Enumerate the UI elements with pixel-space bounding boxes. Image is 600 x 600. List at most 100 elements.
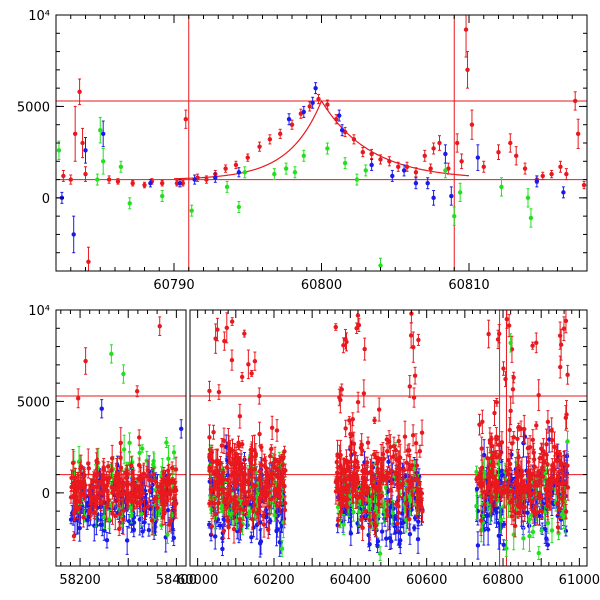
data-point-red [215,317,220,342]
data-point-red [139,472,145,503]
data-point-red [279,469,284,485]
data-point-red [250,435,255,466]
data-point-red [355,455,360,470]
data-point-red [266,520,271,539]
data-point-blue [310,96,315,109]
data-point-blue [501,520,507,528]
data-point-red [136,429,142,446]
data-point-red [559,455,565,486]
data-point-blue [71,215,76,254]
data-point-red [71,531,77,541]
data-point-red [407,507,412,531]
data-point-red [344,499,350,515]
bottom-x-tick-label: 60400 [330,573,371,588]
data-point-red [349,419,355,451]
data-point-red [222,331,227,351]
data-point-red [558,355,563,379]
data-point-red [72,105,78,162]
data-point-red [229,495,234,504]
data-point-red [164,480,169,507]
data-point-red [157,316,162,336]
data-point-red [183,109,188,129]
data-point-red [563,504,569,520]
data-point-red [410,483,415,507]
data-point-red [565,364,570,385]
data-point-red [237,505,243,513]
data-point-red [335,513,341,528]
data-point-red [226,435,232,463]
data-point-red [554,448,559,472]
data-point-red [386,430,392,453]
data-point-green [160,190,165,203]
top-y-tick-label: 10⁴ [28,9,50,24]
data-point-red [226,428,231,459]
data-point-red [367,512,373,541]
data-point-blue [383,530,389,547]
data-point-red [474,475,479,483]
data-point-green [530,525,536,539]
data-point-red [173,456,179,483]
data-point-red [218,456,223,471]
data-point-red [237,403,243,429]
data-point-red [233,160,239,170]
data-point-red [344,332,349,352]
data-point-red [372,477,378,495]
data-point-red [360,483,365,506]
data-point-red [115,178,121,185]
data-point-red [350,412,355,427]
data-point-red [106,175,112,184]
data-point-red [259,443,264,451]
data-point-blue [83,137,88,164]
data-point-green [390,500,396,526]
data-point-green [127,432,132,454]
data-point-red [528,479,533,510]
data-point-blue [534,175,540,188]
data-point-red [282,479,287,493]
data-point-red [128,485,134,503]
data-point-green [121,364,126,384]
data-point-blue [208,528,214,542]
data-point-red [494,434,499,444]
data-point-blue [431,190,436,206]
data-point-red [501,361,506,376]
data-point-red [337,455,343,478]
data-point-green [457,182,463,203]
data-point-red [236,435,241,450]
data-point-blue [337,109,342,122]
data-point-red [134,385,140,398]
data-point-green [521,527,526,550]
data-point-red [373,514,379,537]
data-point-red [282,445,287,458]
data-point-blue [257,529,263,558]
data-point-green [127,197,132,210]
data-point-red [544,428,549,461]
data-point-red [173,494,178,515]
data-point-blue [407,523,413,545]
data-point-red [504,310,510,329]
data-point-red [316,94,321,105]
data-point-red [223,164,228,173]
data-point-red [534,421,539,430]
data-point-blue [313,82,318,95]
data-point-red [388,476,393,504]
data-point-red [224,312,229,344]
data-point-red [307,101,312,112]
data-point-red [80,127,85,159]
data-point-blue [339,124,345,137]
data-point-red [83,347,88,375]
bottom-x-tick-label: 60800 [482,573,523,588]
data-point-red [360,514,365,542]
data-point-red [351,134,357,145]
data-point-red [145,497,151,516]
data-point-blue [217,521,223,530]
data-point-red [343,329,348,350]
data-point-blue [301,105,306,118]
data-point-red [376,397,382,422]
data-point-red [260,510,266,522]
data-point-red [333,323,338,331]
data-point-red [355,310,361,326]
data-point-red [561,481,567,504]
bottom-y-tick-label: 10⁴ [28,304,50,319]
data-point-red [530,341,535,350]
